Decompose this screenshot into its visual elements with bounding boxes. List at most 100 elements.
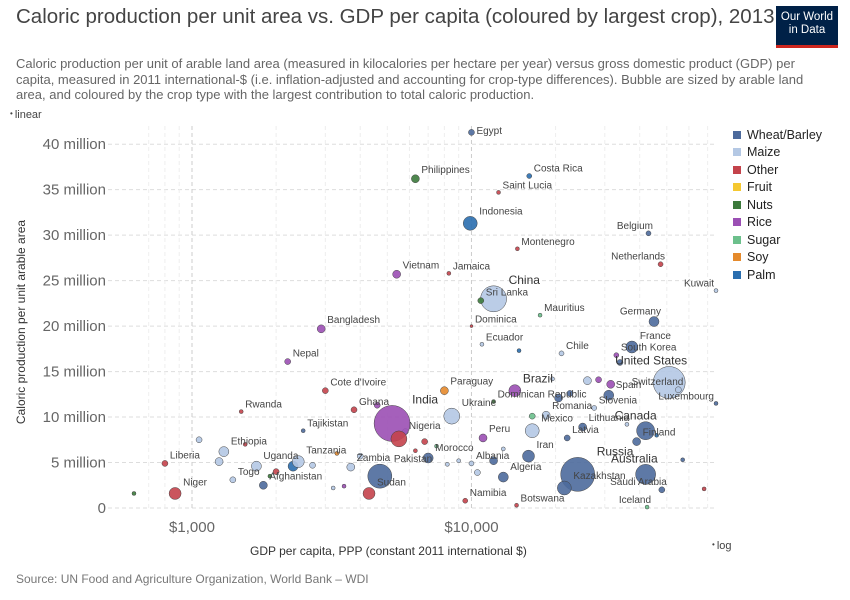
bubble-point-20[interactable] [554,393,563,403]
bubble-point-28[interactable] [701,486,707,492]
bubble-switzerland[interactable] [675,386,682,394]
bubble-namibia[interactable] [462,497,468,504]
owid-logo[interactable]: Our World in Data [776,6,838,48]
bubble-albania[interactable] [468,460,475,467]
bubble-saint-lucia[interactable] [496,190,501,195]
bubble-south-korea[interactable] [613,352,620,358]
bubble-point-24[interactable] [616,359,624,366]
bubble-point-32[interactable] [421,438,428,445]
bubble-sudan[interactable] [362,487,376,500]
bubble-kuwait[interactable] [713,288,719,293]
legend-item-nuts[interactable]: Nuts [733,196,822,214]
bubble-morocco[interactable] [422,452,434,464]
bubble-montenegro[interactable] [515,246,520,252]
legend-item-rice[interactable]: Rice [733,214,822,232]
bubble-point-27[interactable] [680,457,685,463]
bubble-liberia[interactable] [161,460,169,467]
legend-item-maize[interactable]: Maize [733,144,822,162]
bubble-point-3[interactable] [242,442,248,447]
bubble-netherlands[interactable] [657,261,664,267]
bubble-france[interactable] [625,340,639,354]
bubble-point-0[interactable] [195,436,203,444]
legend-item-palm[interactable]: Palm [733,266,822,284]
bubble-ecuador[interactable] [479,342,485,347]
bubble-peru[interactable] [478,433,488,443]
bubble-lithuania[interactable] [578,422,587,432]
bubble-ethiopia[interactable] [218,446,230,457]
bubble-dominica[interactable] [469,324,474,328]
bubble-iran[interactable] [522,449,535,463]
bubble-indonesia[interactable] [462,216,478,231]
y-scale-toggle[interactable]: linear [10,109,42,121]
bubble-point-2[interactable] [214,457,224,466]
bubble-philippines[interactable] [411,174,420,184]
bubble-point-26[interactable] [654,432,659,438]
legend-item-fruit[interactable]: Fruit [733,179,822,197]
bubble-canada[interactable] [636,421,655,440]
bubble-point-17[interactable] [501,446,506,452]
bubble-belgium[interactable] [645,230,652,237]
bubble-dominican-republic[interactable] [491,399,496,404]
legend-item-sugar[interactable]: Sugar [733,231,822,249]
bubble-paraguay[interactable] [440,386,449,395]
bubble-luxembourg[interactable] [713,401,719,406]
bubble-kazakhstan[interactable] [557,480,572,496]
bubble-iceland[interactable] [644,504,650,510]
bubble-nigeria[interactable] [390,430,408,448]
legend-item-other[interactable]: Other [733,161,822,179]
bubble-point-33[interactable] [334,451,340,456]
bubble-cote-d-ivoire[interactable] [322,387,329,394]
bubble-point-11[interactable] [413,448,418,453]
bubble-point-25[interactable] [624,422,630,427]
bubble-point-12[interactable] [434,443,439,449]
bubble-ukraine[interactable] [443,407,460,425]
bubble-uganda[interactable] [251,460,262,472]
bubble-pakistan[interactable] [367,463,393,489]
source-note[interactable]: Source: UN Food and Agriculture Organiza… [16,572,369,586]
bubble-latvia[interactable] [563,434,571,442]
bubble-tajikistan[interactable] [300,428,306,433]
bubble-point-15[interactable] [474,469,481,476]
bubble-zambia[interactable] [346,462,356,472]
bubble-point-9[interactable] [356,452,364,460]
bubble-mexico[interactable] [524,423,540,438]
x-scale-toggle[interactable]: log [712,540,732,552]
bubble-point-8[interactable] [341,483,347,489]
bubble-afghanistan[interactable] [259,481,268,490]
bubble-saudi-arabia[interactable] [658,486,666,494]
bubble-nepal[interactable] [284,358,291,365]
bubble-point-7[interactable] [330,485,336,491]
bubble-germany[interactable] [648,316,660,327]
bubble-finland[interactable] [632,437,641,446]
bubble-vietnam[interactable] [392,270,401,279]
bubble-togo[interactable] [229,476,237,484]
bubble-algeria[interactable] [498,471,509,483]
bubble-niger[interactable] [168,487,182,500]
bubble-point-13[interactable] [445,462,450,467]
bubble-point-4[interactable] [272,468,280,475]
bubble-chile[interactable] [558,350,565,357]
bubble-point-18[interactable] [516,348,522,353]
bubble-bangladesh[interactable] [316,324,326,334]
bubble-slovenia[interactable] [591,405,597,411]
bubble-jamaica[interactable] [446,271,452,276]
bubble-point-19[interactable] [550,376,555,382]
bubble-rwanda[interactable] [238,409,244,414]
bubble-ghana[interactable] [350,406,358,414]
bubble-point-34[interactable] [267,473,273,479]
bubble-romania[interactable] [541,410,551,420]
legend-item-wheat-barley[interactable]: Wheat/Barley [733,126,822,144]
bubble-point-31[interactable] [373,401,381,409]
bubble-sri-lanka[interactable] [477,297,485,304]
legend-item-soy[interactable]: Soy [733,249,822,267]
bubble-costa-rica[interactable] [526,173,533,179]
bubble-point-1[interactable] [131,491,137,496]
bubble-mauritius[interactable] [537,312,543,318]
bubble-point-23[interactable] [606,380,615,389]
bubble-point-21[interactable] [583,376,592,385]
bubble-point-6[interactable] [309,462,316,469]
bubble-point-22[interactable] [595,376,602,384]
bubble-point-29[interactable] [528,412,536,420]
bubble-egypt[interactable] [468,129,475,136]
bubble-point-30[interactable] [566,390,574,397]
